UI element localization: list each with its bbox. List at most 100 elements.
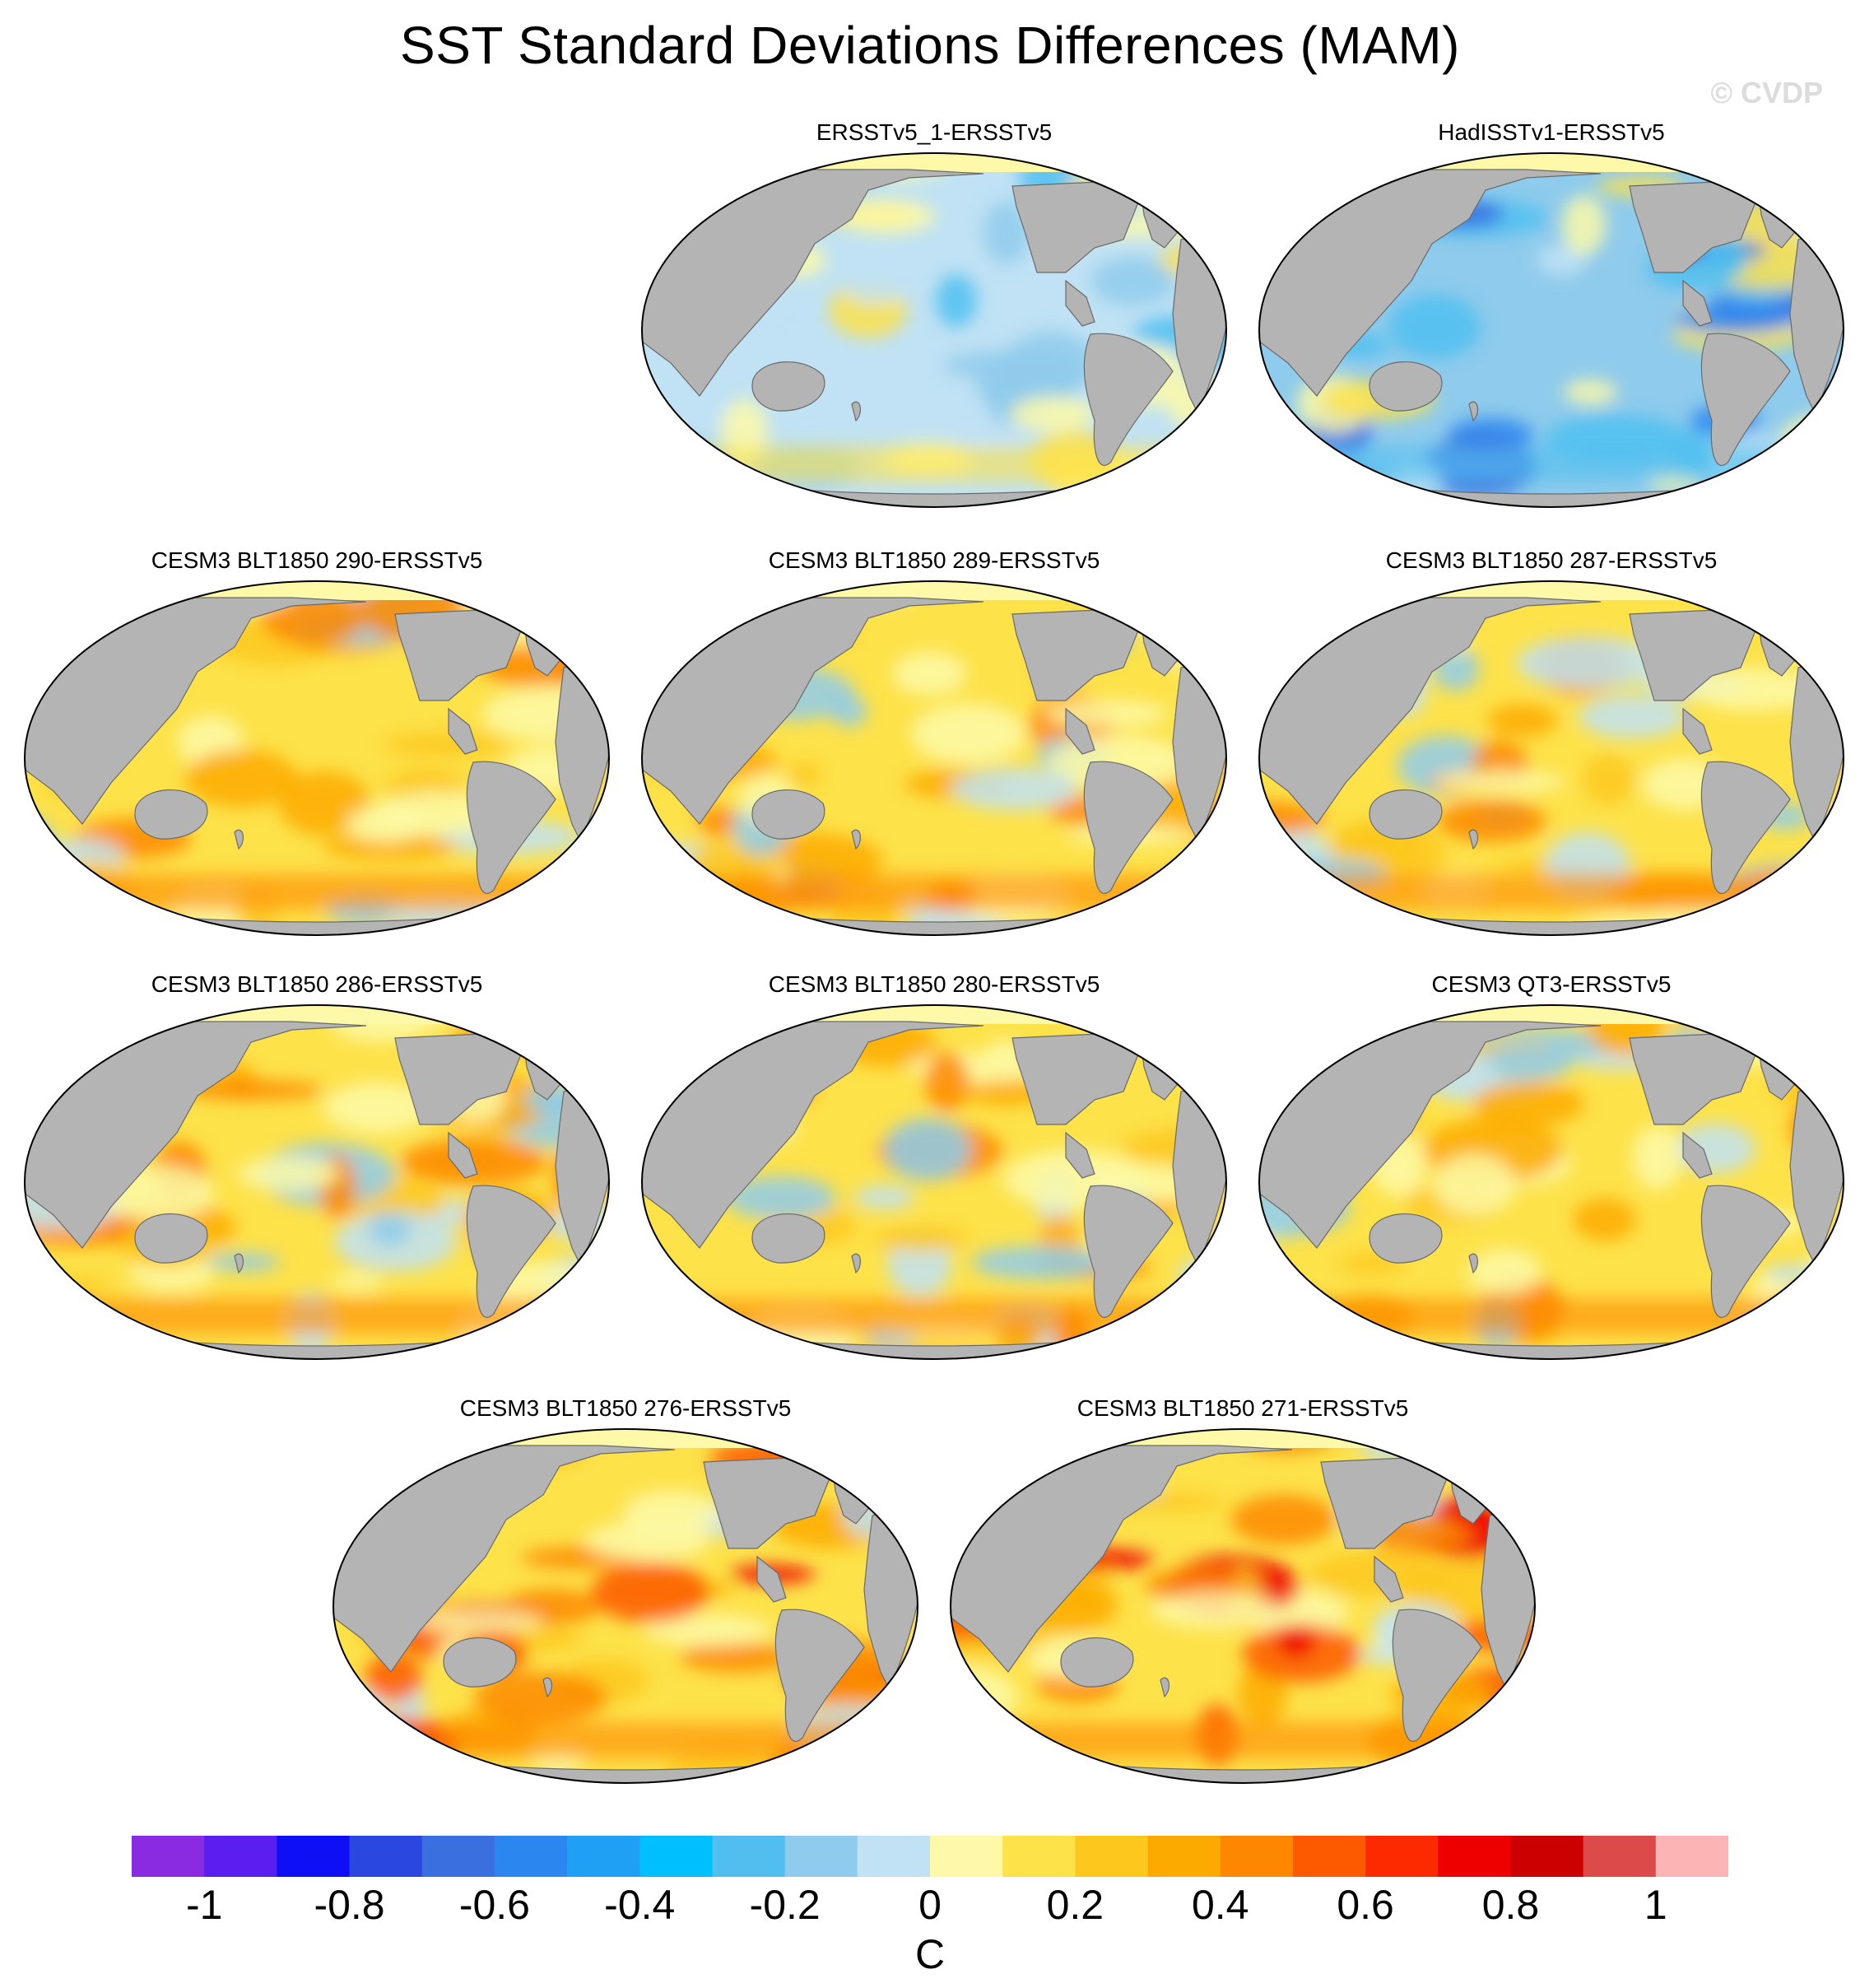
anomaly-patch [853,1185,916,1209]
map-border [24,580,610,936]
anomaly-patch [1486,704,1558,738]
map-border [1258,152,1844,508]
anomaly-patch [1774,480,1844,498]
anomaly-patch [1689,667,1817,711]
southern-ocean-band [642,873,1226,910]
land-mass [466,1185,556,1318]
anomaly-patch [1472,1082,1585,1127]
panel-title: CESM3 BLT1850 276-ERSSTv5 [459,1395,792,1421]
panel-title: CESM3 BLT1850 289-ERSSTv5 [768,547,1100,573]
land-mass [1392,1609,1482,1742]
map-border [641,580,1227,936]
land-mass [448,1131,478,1179]
land-mass [542,1677,553,1698]
anomaly-patch [756,1336,841,1359]
anomaly-patch [1325,463,1372,503]
land-mass [134,789,208,840]
anomaly-patch [333,1452,366,1518]
land-mass [1374,1555,1404,1603]
anomaly-patch [1259,1005,1288,1038]
southern-ocean-band [642,445,1226,482]
anomaly-patch [25,1021,107,1059]
anomaly-patch [473,1672,608,1724]
map-panel: HadISSTv1-ERSSTv5 [1247,119,1856,514]
anomaly-patch [382,732,508,757]
colorbar-tick-label: 0.8 [1481,1882,1540,1928]
colorbar-swatch [277,1836,351,1877]
anomaly-patch [725,1176,836,1220]
anomaly-patch [278,771,370,836]
land-mass [1700,1185,1791,1318]
anomaly-patch [1150,1592,1281,1628]
land-mass [234,1253,244,1274]
colorbar-tick-label: -0.6 [458,1882,530,1928]
anomaly-patch [951,1433,1011,1470]
map-panel: CESM3 BLT1850 280-ERSSTv5 [630,971,1239,1366]
anomaly-patch [380,1747,435,1783]
colorbar-tick-label: 0 [918,1882,942,1928]
anomaly-patch [1192,1056,1226,1074]
land-mass [774,1609,865,1742]
map-border [1258,1004,1844,1360]
colorbar-swatch [712,1836,786,1877]
anomaly-patch [1573,1198,1636,1241]
southern-ocean-band [951,1721,1535,1758]
land-mass [1083,761,1174,894]
land-mass [1259,597,1602,825]
colorbar-tick-label: 0.4 [1191,1882,1249,1928]
map-plot [641,1004,1227,1360]
anomaly-patch [501,581,582,613]
anomaly-patch [1516,636,1662,690]
map-panel: CESM3 BLT1850 287-ERSSTv5 [1247,547,1856,943]
colorbar-tick-label: -0.4 [604,1882,676,1928]
land-mass [1083,333,1174,466]
anomaly-patch [1820,1042,1844,1084]
land-mass [1700,761,1791,894]
land-mass [751,361,825,412]
anomaly-patch [365,1652,422,1702]
anomaly-patch [368,1213,412,1246]
anomaly-patch [1467,1248,1541,1295]
land-mass [851,1253,862,1274]
southern-ocean-band [1259,1297,1844,1334]
anomaly-patch [1476,1046,1573,1082]
map-border [641,152,1227,508]
map-border [24,1004,610,1360]
colorbar-swatch [132,1836,205,1877]
anomaly-patch [1433,1154,1517,1216]
anomaly-patch [946,422,1024,440]
anomaly-patch [329,1273,384,1290]
colorbar [132,1836,1728,1877]
anomaly-patch [951,767,1080,811]
anomaly-patch [1435,770,1566,794]
map-panel: CESM3 BLT1850 276-ERSSTv5 [321,1395,930,1790]
anomaly-patch [1786,636,1829,655]
colorbar-swatch [1655,1836,1728,1877]
anomaly-patch [1578,694,1686,739]
southern-ocean-band [333,1721,918,1758]
copyright-watermark: © CVDP [1710,76,1823,109]
land-mass [1369,1213,1443,1264]
colorbar-swatch [1510,1836,1584,1877]
map-plot [24,580,610,936]
map-border [950,1428,1536,1784]
land-mass [1369,789,1443,840]
land-mass [1060,1636,1134,1688]
land-mass [448,707,478,755]
land-mass [25,597,367,825]
panel-title: CESM3 BLT1850 286-ERSSTv5 [151,971,483,997]
anomaly-patch [1144,463,1186,500]
anomaly-patch [846,277,904,303]
colorbar-swatch [639,1836,713,1877]
anomaly-patch [698,806,738,837]
anomaly-patch [25,583,107,642]
land-mass [1682,707,1713,755]
land-mass [1468,401,1479,422]
colorbar-tick-label: -0.2 [749,1882,821,1928]
panel-title: CESM3 BLT1850 287-ERSSTv5 [1385,547,1718,573]
land-mass [756,1555,787,1603]
anomaly-patch [1391,1005,1449,1013]
colorbar-swatch [930,1836,1003,1877]
anomaly-patch [971,1245,1110,1280]
anomaly-patch [644,1613,772,1646]
